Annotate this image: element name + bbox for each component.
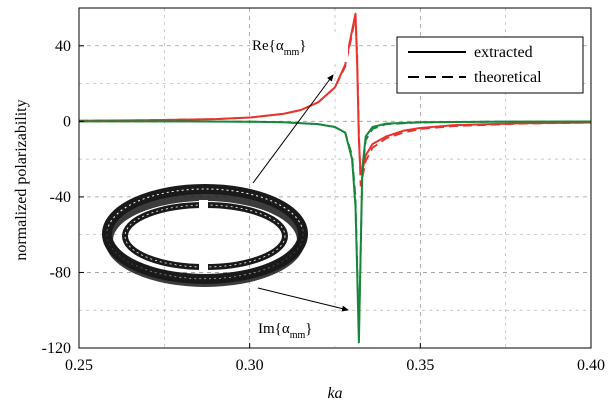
y-tick-label: -80 xyxy=(50,264,71,281)
re-annotation-label: Re{αmm} xyxy=(252,38,307,58)
x-tick-label: 0.40 xyxy=(577,357,605,374)
x-tick-label: 0.30 xyxy=(236,357,264,374)
y-tick-label: -40 xyxy=(50,189,71,206)
x-axis-title: ka xyxy=(327,385,342,402)
x-tick-label: 0.25 xyxy=(65,357,93,374)
tick-marks xyxy=(78,45,592,349)
plot-frame xyxy=(78,7,592,349)
re-annotation-arrow xyxy=(252,74,334,184)
im-annotation-bg xyxy=(256,316,354,346)
series-real-theoretical xyxy=(79,14,591,187)
legend-extracted-label: extracted xyxy=(474,44,533,61)
series-real-extracted xyxy=(79,12,591,176)
im-annotation: Im{αmm} xyxy=(256,316,354,346)
im-annotation-label: Im{αmm} xyxy=(258,321,313,341)
legend-box xyxy=(396,36,584,94)
y-tick-label: -120 xyxy=(42,340,71,357)
legend: extracted theoretical xyxy=(396,36,584,94)
y-axis-title: normalized polarizability xyxy=(13,99,30,260)
re-annotation-bg xyxy=(250,32,348,62)
series-imag-theoretical xyxy=(79,120,591,334)
ring-resonator-inset xyxy=(102,184,308,287)
x-tick-label: 0.35 xyxy=(406,357,434,374)
y-tick-label: 0 xyxy=(63,113,71,130)
ring-gap-top xyxy=(199,200,208,212)
im-annotation-arrow xyxy=(257,287,349,312)
legend-theoretical-label: theoretical xyxy=(474,69,542,86)
ring-gap-bottom xyxy=(199,258,208,270)
y-tick-label: 40 xyxy=(55,38,71,55)
series-group xyxy=(79,12,591,344)
ring-outer-mesh xyxy=(102,184,308,287)
re-annotation: Re{αmm} xyxy=(250,32,348,62)
